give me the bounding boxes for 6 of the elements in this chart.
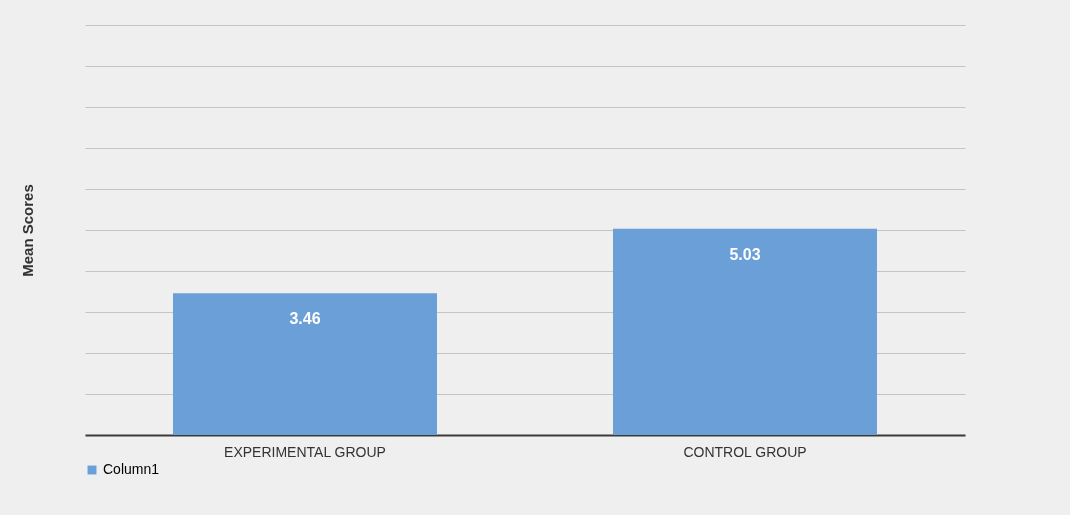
data-label: 3.46 [289, 310, 321, 328]
y-axis-title: Mean Scores [18, 184, 36, 277]
legend-label: Column1 [103, 461, 160, 477]
x-tick-label: EXPERIMENTAL GROUP [224, 443, 386, 460]
data-label: 5.03 [729, 245, 761, 263]
x-tick-label: CONTROL GROUP [683, 443, 807, 460]
